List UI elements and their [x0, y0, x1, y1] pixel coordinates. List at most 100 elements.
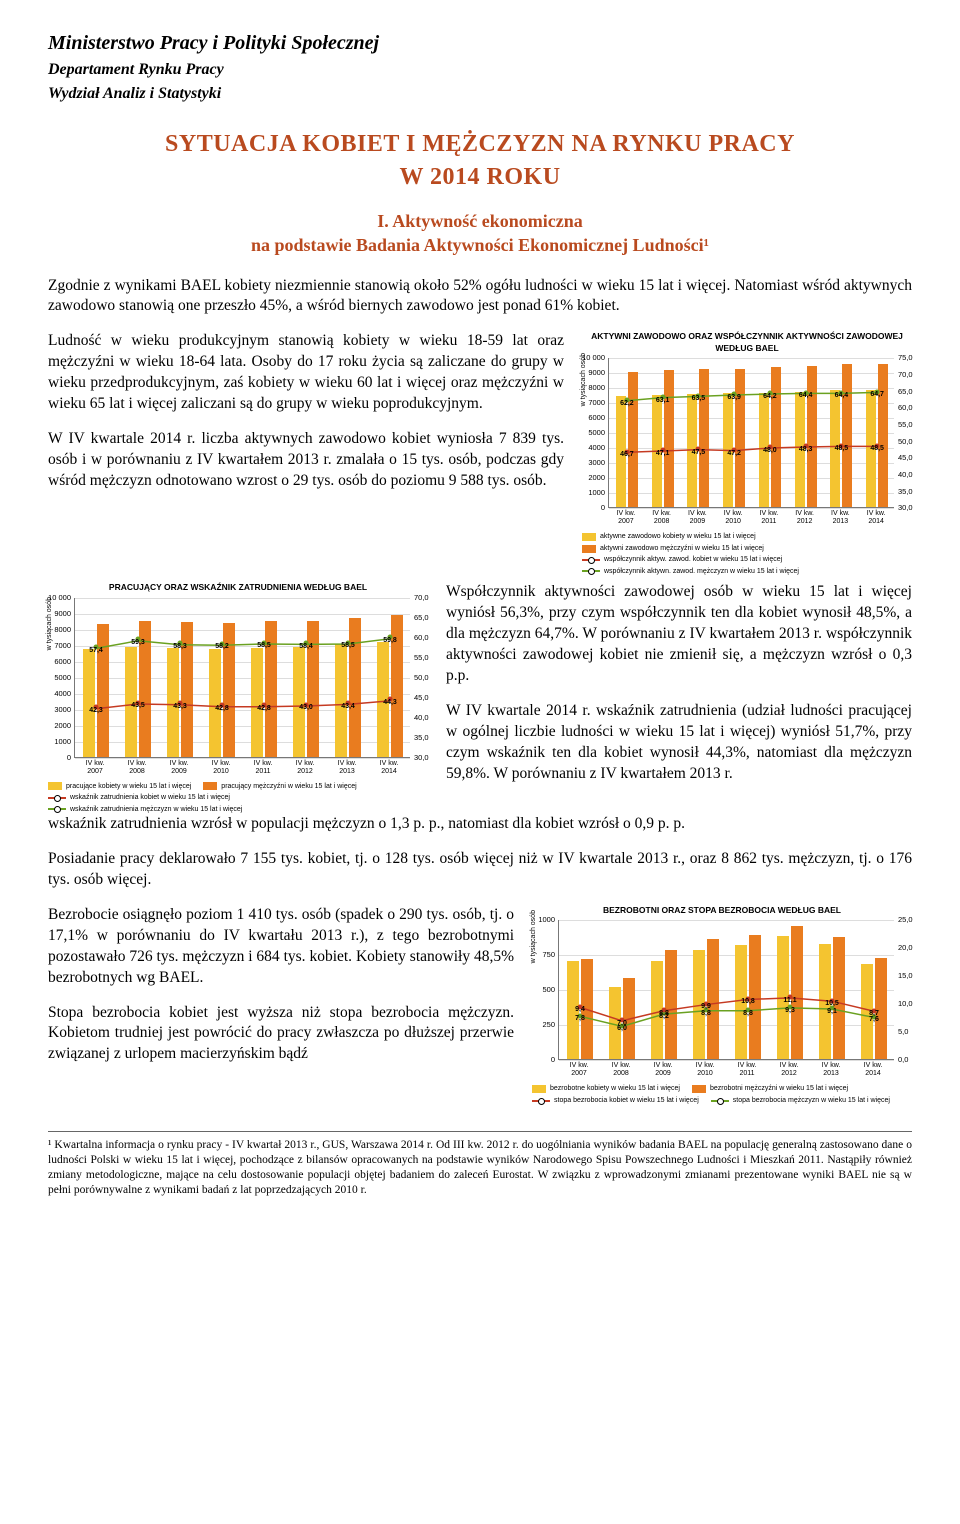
ytick-right: 45,0	[410, 693, 429, 703]
bar-group	[853, 920, 895, 1059]
line-point-label: 48,0	[763, 446, 777, 455]
bar-group	[645, 358, 681, 507]
ytick-left: 0	[67, 753, 75, 763]
legend-label: bezrobotni mężczyźni w wieku 15 lat i wi…	[710, 1084, 848, 1093]
bar-women	[251, 648, 263, 757]
x-axis: IV kw.2007IV kw.2008IV kw.2009IV kw.2010…	[608, 508, 894, 526]
x-category: IV kw.2011	[751, 508, 787, 526]
line-point-label: 59,8	[383, 636, 397, 645]
bar-group	[159, 598, 201, 757]
legend-label: wskaźnik zatrudnienia mężczyzn w wieku 1…	[70, 805, 242, 814]
line-point-label: 42,8	[257, 704, 271, 713]
para-5b: wskaźnik zatrudnienia wzrósł w populacji…	[48, 814, 912, 835]
legend-item: wskaźnik zatrudnienia kobiet w wieku 15 …	[48, 793, 230, 802]
legend-line-icon	[48, 797, 66, 799]
legend-swatch	[532, 1085, 546, 1093]
bar-group	[727, 920, 769, 1059]
line-point-label: 48,5	[835, 444, 849, 453]
legend-item: pracujące kobiety w wieku 15 lat i więce…	[48, 782, 191, 791]
legend-label: stopa bezrobocia kobiet w wieku 15 lat i…	[554, 1096, 699, 1105]
doc-title: SYTUACJA KOBIET I MĘŻCZYZN NA RYNKU PRAC…	[48, 128, 912, 193]
ytick-left: 0	[601, 503, 609, 513]
line-point-label: 57,4	[89, 646, 103, 655]
legend-label: bezrobotne kobiety w wieku 15 lat i więc…	[550, 1084, 680, 1093]
line-point-label: 8,8	[659, 1009, 669, 1018]
bar-group	[716, 358, 752, 507]
x-category: IV kw.2014	[368, 758, 410, 776]
bar-men	[707, 939, 719, 1059]
bar-group	[75, 598, 117, 757]
ytick-left: 7000	[54, 641, 75, 651]
legend-swatch	[582, 533, 596, 541]
para-3: W IV kwartale 2014 r. liczba aktywnych z…	[48, 429, 564, 492]
ytick-right: 40,0	[894, 470, 913, 480]
line-point-label: 8,8	[743, 1009, 753, 1018]
para-2: Ludność w wieku produkcyjnym stanowią ko…	[48, 331, 564, 415]
ytick-left: 250	[542, 1020, 559, 1030]
legend-label: współczynnik aktyw. zawod. kobiet w wiek…	[604, 555, 782, 564]
legend-line-icon	[711, 1100, 729, 1102]
ytick-right: 20,0	[894, 943, 913, 953]
chart-unemp: BEZROBOTNI ORAZ STOPA BEZROBOCIA WEDŁUG …	[532, 905, 912, 1105]
line-point-label: 42,3	[89, 706, 103, 715]
bar-group	[285, 598, 327, 757]
line-point-label: 47,5	[692, 448, 706, 457]
ytick-right: 60,0	[410, 633, 429, 643]
bar-men	[349, 618, 361, 757]
line-point-label: 7,8	[575, 1014, 585, 1023]
bar-men	[842, 364, 852, 507]
line-point-label: 58,3	[173, 642, 187, 651]
chart-title: AKTYWNI ZAWODOWO ORAZ WSPÓŁCZYNNIK AKTYW…	[582, 331, 912, 354]
bar-group	[824, 358, 860, 507]
ytick-right: 70,0	[410, 593, 429, 603]
line-point-label: 43,3	[173, 702, 187, 711]
bar-group	[609, 358, 645, 507]
section-heading: I. Aktywność ekonomiczna na podstawie Ba…	[48, 209, 912, 258]
ytick-right: 0,0	[894, 1055, 908, 1065]
bar-group	[369, 598, 411, 757]
x-category: IV kw.2009	[158, 758, 200, 776]
ytick-right: 5,0	[894, 1027, 908, 1037]
ytick-right: 50,0	[410, 673, 429, 683]
bar-group	[685, 920, 727, 1059]
ytick-left: 3000	[54, 705, 75, 715]
para-8: Stopa bezrobocia kobiet jest wyższa niż …	[48, 1003, 514, 1066]
ytick-left: 750	[542, 950, 559, 960]
legend-item: współczynnik aktywn. zawod. mężczyzn w w…	[582, 567, 799, 576]
legend-label: współczynnik aktywn. zawod. mężczyzn w w…	[604, 567, 799, 576]
line-point-label: 64,4	[799, 391, 813, 400]
x-category: IV kw.2009	[642, 1060, 684, 1078]
legend-item: bezrobotni mężczyźni w wieku 15 lat i wi…	[692, 1084, 848, 1093]
x-category: IV kw.2008	[600, 1060, 642, 1078]
x-category: IV kw.2008	[644, 508, 680, 526]
para-1: Zgodnie z wynikami BAEL kobiety niezmien…	[48, 276, 912, 318]
line-point-label: 10,5	[825, 999, 839, 1008]
legend-line-icon	[532, 1100, 550, 1102]
ytick-left: 1000	[538, 915, 559, 925]
para-6: Posiadanie pracy deklarowało 7 155 tys. …	[48, 849, 912, 891]
bar-group	[769, 920, 811, 1059]
ytick-left: 0	[551, 1055, 559, 1065]
legend-label: aktywni zawodowo mężczyźni w wieku 15 la…	[600, 544, 764, 553]
bar-men	[771, 367, 781, 507]
line-point-label: 48,3	[799, 445, 813, 454]
bar-group	[752, 358, 788, 507]
x-category: IV kw.2014	[852, 1060, 894, 1078]
ytick-right: 70,0	[894, 370, 913, 380]
x-axis: IV kw.2007IV kw.2008IV kw.2009IV kw.2010…	[558, 1060, 894, 1078]
line-point-label: 9,4	[575, 1005, 585, 1014]
bar-men	[664, 370, 674, 507]
bar-men	[628, 372, 638, 508]
bar-men	[791, 926, 803, 1059]
line-point-label: 58,2	[215, 642, 229, 651]
bar-men	[97, 624, 109, 757]
bar-group	[601, 920, 643, 1059]
unit-name: Wydział Analiz i Statystyki	[48, 83, 912, 105]
bar-group	[788, 358, 824, 507]
bar-men	[735, 369, 745, 508]
ytick-right: 65,0	[410, 613, 429, 623]
bar-group	[811, 920, 853, 1059]
bar-group	[201, 598, 243, 757]
ytick-right: 30,0	[410, 753, 429, 763]
legend-line-icon	[582, 570, 600, 572]
